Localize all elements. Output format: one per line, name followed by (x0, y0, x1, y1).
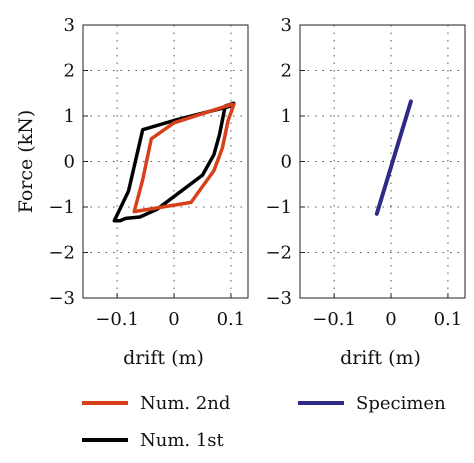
legend-item: Num. 2nd (82, 393, 230, 414)
right-ytick-label: −2 (265, 243, 292, 264)
right-ytick-label: −1 (265, 197, 292, 218)
left-ytick-label: 1 (64, 106, 75, 127)
left-xtick-label: −0.1 (95, 309, 139, 330)
series-num-2nd (132, 102, 236, 214)
right-x-axis-label: drift (m) (340, 347, 421, 369)
left-ytick-label: −2 (48, 243, 75, 264)
right-panel: −0.1 0 0.1 3 2 1 0 −1 −2 −3 drift (m) (265, 15, 466, 369)
left-xtick-label: 0.1 (217, 309, 246, 330)
right-ytick-label: 2 (281, 61, 292, 82)
legend-item: Specimen (298, 393, 446, 414)
right-ytick-label: 1 (281, 106, 292, 127)
left-ytick-label: 3 (64, 15, 75, 36)
legend-label: Num. 1st (140, 430, 225, 451)
series-num-1st (112, 101, 236, 223)
right-ytick-label: −3 (265, 288, 292, 309)
left-ytick-label: 2 (64, 61, 75, 82)
legend-item: Num. 1st (82, 430, 225, 451)
left-xtick-label: 0 (168, 309, 179, 330)
series-specimen (374, 99, 413, 216)
left-ytick-label: −1 (48, 197, 75, 218)
right-xtick-label: 0.1 (434, 309, 463, 330)
right-ytick-label: 0 (281, 152, 292, 173)
right-xtick-label: 0 (385, 309, 396, 330)
left-y-axis-label: Force (kN) (15, 110, 37, 214)
legend-label: Num. 2nd (140, 393, 230, 414)
left-panel: −0.1 0 0.1 3 2 1 0 −1 −2 −3 drift (m) Force (kN) (15, 15, 249, 369)
right-ytick-label: 3 (281, 15, 292, 36)
right-xtick-label: −0.1 (312, 309, 356, 330)
left-ytick-label: −3 (48, 288, 75, 309)
left-ytick-label: 0 (64, 152, 75, 173)
legend-label: Specimen (356, 393, 446, 414)
left-x-axis-label: drift (m) (123, 347, 204, 369)
